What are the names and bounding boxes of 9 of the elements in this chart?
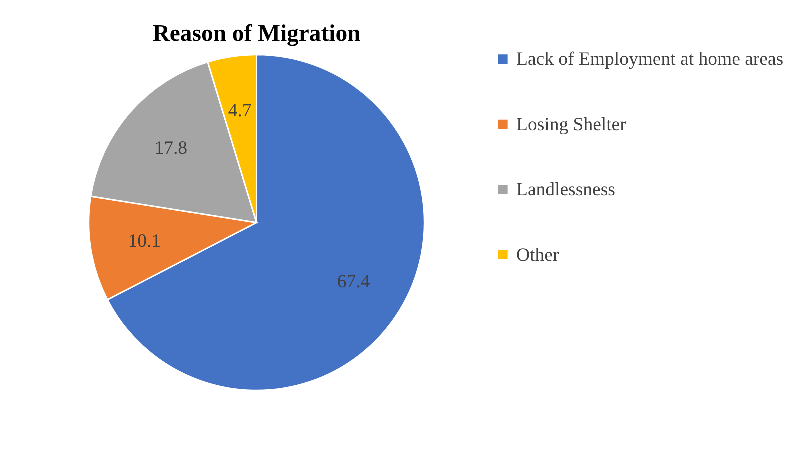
data-label: 67.4 — [337, 272, 371, 293]
data-label: 4.7 — [228, 100, 252, 122]
legend-label: Other — [516, 244, 560, 266]
chart-title: Reason of Migration — [152, 21, 361, 48]
data-label: 10.1 — [128, 230, 162, 252]
legend-label: Landlessness — [516, 180, 616, 201]
legend-label: Losing Shelter — [516, 114, 628, 136]
data-label: 17.8 — [154, 138, 188, 160]
legend-label: Lack of Employment at home areas — [516, 49, 784, 70]
